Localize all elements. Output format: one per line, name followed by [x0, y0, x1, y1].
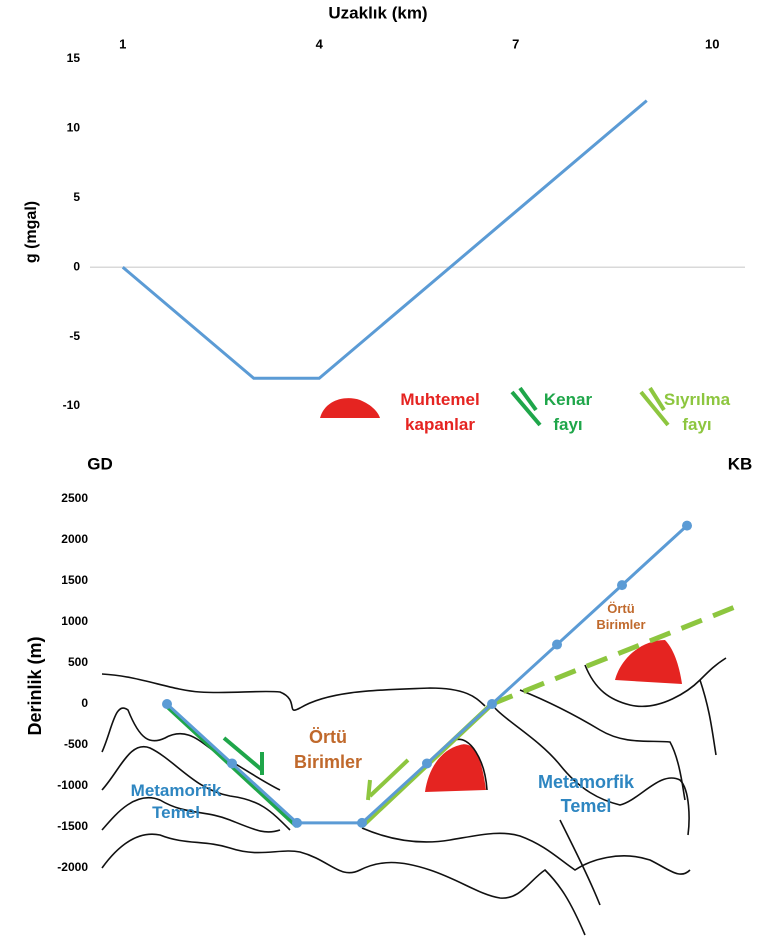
- y-tick-label: 2000: [61, 532, 88, 546]
- basement-label-line: Temel: [152, 803, 200, 822]
- detachment-fault: [491, 604, 736, 707]
- legend-label: Muhtemel kapanlar: [400, 390, 479, 434]
- y-tick-label: -1000: [57, 778, 88, 792]
- cover-label: Örtü Birimler: [294, 727, 362, 772]
- basement-label: Metamorfik Temel: [538, 772, 635, 816]
- y-tick-label: 0: [73, 259, 80, 273]
- legend-label-line: Kenar: [544, 390, 593, 409]
- y-axis-title: Derinlik (m): [25, 636, 45, 735]
- data-point: [162, 699, 172, 709]
- layer-line: [699, 679, 717, 756]
- side-label: GD: [87, 454, 113, 473]
- y-tick-label: -1500: [57, 819, 88, 833]
- y-tick-label: 15: [67, 51, 81, 65]
- layer-line: [101, 797, 281, 833]
- layer-line: [361, 827, 691, 875]
- basement-label-line: Metamorfik: [538, 772, 635, 792]
- fault-icon: [510, 386, 542, 427]
- layer-line: [584, 657, 727, 708]
- y-tick-label: -5: [69, 329, 80, 343]
- y-tick-label: -2000: [57, 860, 88, 874]
- data-line: [121, 99, 648, 380]
- basement-label-line: Metamorfik: [131, 781, 222, 800]
- basement-label-line: Temel: [561, 796, 612, 816]
- layer-line: [559, 819, 601, 906]
- trap: [425, 744, 486, 792]
- y-tick-label: 1500: [61, 573, 88, 587]
- layer-line: [101, 707, 281, 791]
- data-point: [357, 817, 367, 828]
- trap-outline: [454, 738, 488, 791]
- trap: [615, 640, 682, 684]
- cover-label: Örtü Birimler: [596, 601, 645, 632]
- y-tick-label: 5: [73, 190, 80, 204]
- legend-label-line: fayı: [682, 415, 711, 434]
- data-point: [227, 758, 237, 769]
- y-tick-label: 0: [81, 696, 88, 710]
- y-tick-label: 1000: [61, 614, 88, 628]
- y-tick-label: 2500: [61, 491, 88, 505]
- y-tick-label: 500: [68, 655, 88, 669]
- y-tick-label: 10: [67, 121, 81, 135]
- side-label: KB: [728, 454, 753, 473]
- data-point: [422, 758, 432, 769]
- fault-arrow: [222, 736, 264, 775]
- cover-label-line: Birimler: [294, 752, 362, 772]
- cover-label-line: Örtü: [607, 601, 635, 616]
- layer-line: [494, 707, 690, 836]
- layer-line: [101, 673, 486, 711]
- x-axis-title: Uzaklık (km): [328, 3, 427, 22]
- y-axis-title: g (mgal): [23, 201, 40, 263]
- basement-label: Metamorfik Temel: [131, 781, 222, 822]
- cover-label-line: Birimler: [596, 617, 645, 632]
- trap-icon: [320, 398, 380, 418]
- data-point: [487, 699, 497, 709]
- legend-label-line: fayı: [553, 415, 582, 434]
- legend-label: Sıyrılma fayı: [664, 390, 731, 434]
- data-point: [292, 817, 302, 828]
- legend-label-line: Muhtemel: [400, 390, 479, 409]
- data-point: [617, 580, 627, 591]
- legend-label-line: Sıyrılma: [664, 390, 731, 409]
- layer-line: [101, 833, 586, 936]
- x-tick-label: 7: [512, 36, 519, 51]
- data-point: [682, 520, 692, 531]
- x-tick-label: 10: [705, 36, 719, 51]
- x-tick-label: 1: [119, 36, 126, 51]
- fault-icon: [639, 386, 670, 427]
- legend-label: Kenar fayı: [544, 390, 593, 434]
- layer-line: [101, 745, 291, 831]
- data-point: [552, 639, 562, 650]
- fault-arrow: [366, 758, 410, 801]
- y-tick-label: -10: [63, 398, 81, 412]
- y-tick-label: -500: [64, 737, 88, 751]
- geology-section: [101, 657, 727, 936]
- cover-label-line: Örtü: [309, 727, 347, 747]
- layer-line: [519, 689, 686, 801]
- legend-label-line: kapanlar: [405, 415, 475, 434]
- x-tick-label: 4: [316, 36, 324, 51]
